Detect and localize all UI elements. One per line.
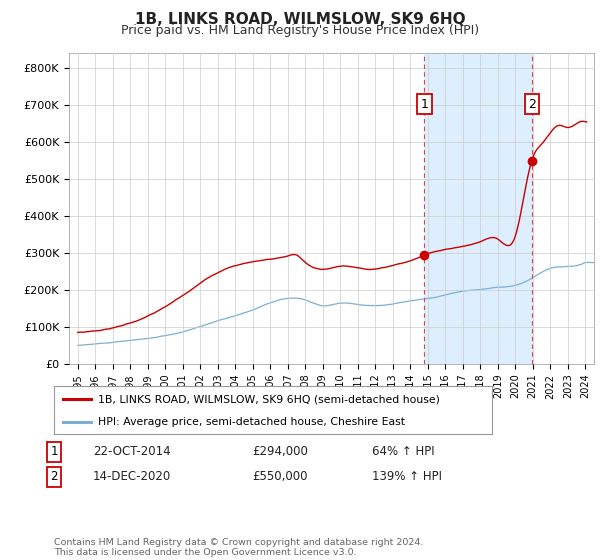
Text: 139% ↑ HPI: 139% ↑ HPI — [372, 470, 442, 483]
Text: 64% ↑ HPI: 64% ↑ HPI — [372, 445, 434, 458]
Text: 1: 1 — [421, 98, 428, 111]
Text: 22-OCT-2014: 22-OCT-2014 — [93, 445, 170, 458]
Text: £294,000: £294,000 — [252, 445, 308, 458]
Text: 2: 2 — [528, 98, 536, 111]
Text: Contains HM Land Registry data © Crown copyright and database right 2024.
This d: Contains HM Land Registry data © Crown c… — [54, 538, 424, 557]
Text: HPI: Average price, semi-detached house, Cheshire East: HPI: Average price, semi-detached house,… — [98, 417, 405, 427]
Text: Price paid vs. HM Land Registry's House Price Index (HPI): Price paid vs. HM Land Registry's House … — [121, 24, 479, 36]
Text: 1: 1 — [50, 445, 58, 458]
Text: 14-DEC-2020: 14-DEC-2020 — [93, 470, 171, 483]
Text: 2: 2 — [50, 470, 58, 483]
Text: £550,000: £550,000 — [252, 470, 308, 483]
Text: 1B, LINKS ROAD, WILMSLOW, SK9 6HQ: 1B, LINKS ROAD, WILMSLOW, SK9 6HQ — [134, 12, 466, 27]
Text: 1B, LINKS ROAD, WILMSLOW, SK9 6HQ (semi-detached house): 1B, LINKS ROAD, WILMSLOW, SK9 6HQ (semi-… — [98, 394, 440, 404]
Bar — [424, 53, 532, 364]
